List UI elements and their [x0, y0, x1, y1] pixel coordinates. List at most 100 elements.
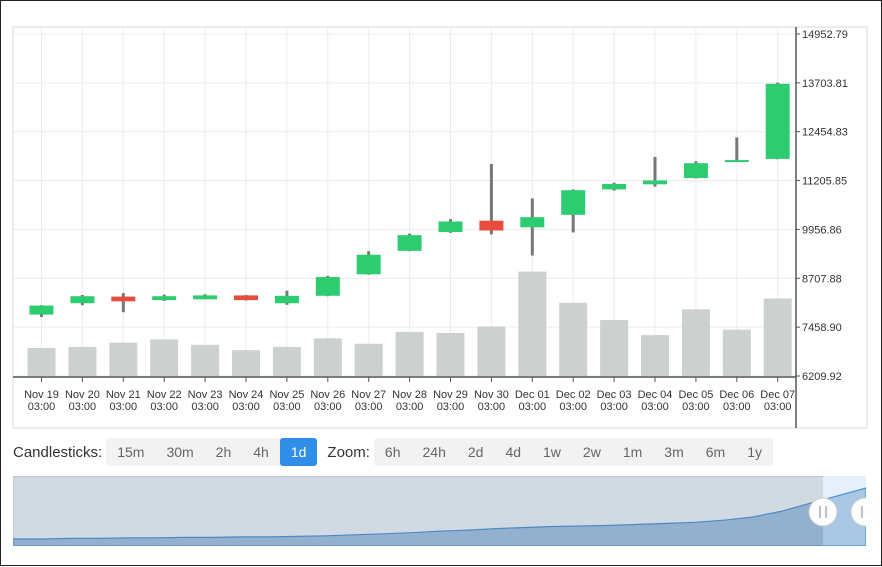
volume-bar: [109, 342, 138, 376]
time-tick-label: Dec 03: [597, 389, 632, 401]
time-tick-sublabel: 03:00: [641, 401, 669, 413]
time-tick-sublabel: 03:00: [764, 401, 792, 413]
zoom-24h-button[interactable]: 24h: [422, 444, 446, 460]
volume-bars: [27, 271, 792, 376]
time-tick-sublabel: 03:00: [191, 401, 219, 413]
candle-2h-button[interactable]: 2h: [215, 444, 232, 460]
time-tick-sublabel: 03:00: [723, 401, 751, 413]
volume-bar: [191, 344, 220, 376]
price-tick-label: 9956.86: [802, 224, 842, 236]
time-tick-label: Nov 21: [106, 389, 141, 401]
volume-bar: [600, 320, 629, 376]
candle-4h-button[interactable]: 4h: [253, 444, 269, 460]
time-tick-sublabel: 03:00: [110, 401, 138, 413]
candle-up: [315, 277, 340, 296]
volume-bar: [722, 329, 751, 376]
time-tick-label: Nov 19: [24, 389, 59, 401]
range-navigator[interactable]: [13, 476, 866, 546]
candle-up: [152, 296, 177, 301]
volume-bar: [763, 298, 792, 376]
time-tick-label: Nov 28: [392, 389, 427, 401]
time-tick-label: Dec 01: [515, 389, 550, 401]
zoom-2w-button[interactable]: 2w: [582, 444, 601, 460]
time-tick-sublabel: 03:00: [437, 401, 465, 413]
time-tick-label: Nov 27: [351, 389, 386, 401]
candlesticks-label: Candlesticks:: [13, 443, 103, 461]
volume-bar: [232, 350, 260, 376]
volume-bar: [27, 348, 56, 376]
candle-up: [29, 305, 54, 315]
time-tick-label: Nov 23: [188, 389, 223, 401]
zoom-1y-button[interactable]: 1y: [747, 444, 762, 460]
volume-bar: [395, 331, 424, 376]
candle-up: [438, 221, 463, 233]
time-tick-sublabel: 03:00: [396, 401, 424, 413]
volume-bar: [313, 338, 342, 376]
zoom-2d-button[interactable]: 2d: [467, 444, 484, 460]
time-tick-sublabel: 03:00: [559, 401, 587, 413]
volume-bar: [518, 271, 547, 376]
time-tick-label: Dec 06: [719, 389, 754, 401]
candle-up: [356, 254, 381, 275]
candle-up: [70, 296, 95, 304]
price-tick-label: 6209.92: [802, 371, 842, 383]
price-tick-label: 7458.90: [802, 322, 842, 334]
time-tick-label: Nov 22: [147, 389, 182, 401]
time-tick-label: Nov 26: [310, 389, 345, 401]
candle-up: [683, 163, 708, 179]
time-tick-label: Nov 24: [229, 389, 264, 401]
price-axis: 14952.79 13703.81 12454.83 11205.85 9956.86 8…: [795, 27, 848, 428]
zoom-group: 6h 24h 2d 4d 1w 2w 1m 3m 6m 1y: [373, 438, 773, 466]
candle-down: [111, 296, 136, 302]
time-tick-label: Dec 05: [678, 389, 713, 401]
volume-bar: [68, 346, 97, 376]
volume-bar: [272, 346, 301, 376]
candle-down: [234, 295, 258, 301]
candle-30m-button[interactable]: 30m: [166, 444, 194, 460]
candle-15m-button[interactable]: 15m: [117, 444, 145, 460]
candle-up: [724, 160, 749, 163]
zoom-label: Zoom:: [327, 443, 370, 461]
volume-bar: [354, 343, 383, 376]
zoom-1m-button[interactable]: 1m: [622, 444, 643, 460]
navigator-right-handle[interactable]: [850, 497, 866, 527]
price-tick-label: 14952.79: [802, 29, 848, 41]
time-tick-label: Dec 02: [556, 389, 591, 401]
volume-bar: [150, 339, 179, 376]
time-tick-label: Nov 29: [433, 389, 468, 401]
candle-up: [193, 295, 218, 300]
time-tick-label: Dec 07: [760, 389, 795, 401]
zoom-6h-button[interactable]: 6h: [384, 444, 401, 460]
zoom-1w-button[interactable]: 1w: [543, 444, 561, 460]
time-tick-label: Dec 04: [638, 389, 673, 401]
volume-bar: [641, 335, 669, 376]
candle-down: [479, 220, 504, 231]
candle-up: [602, 183, 627, 190]
time-tick-sublabel: 03:00: [478, 401, 506, 413]
time-tick-sublabel: 03:00: [273, 401, 301, 413]
zoom-3m-button[interactable]: 3m: [664, 444, 684, 460]
plot-border: [12, 26, 868, 429]
time-tick-sublabel: 03:00: [682, 401, 710, 413]
time-tick-label: Nov 20: [65, 389, 100, 401]
price-tick-label: 8707.88: [802, 273, 842, 285]
volume-bar: [477, 326, 506, 376]
candle-up: [397, 235, 422, 251]
candle-up: [561, 190, 586, 215]
zoom-6m-button[interactable]: 6m: [705, 444, 726, 460]
price-tick-label: 12454.83: [802, 127, 848, 139]
navigator-series-area: [13, 487, 866, 546]
time-tick-sublabel: 03:00: [355, 401, 383, 413]
time-tick-sublabel: 03:00: [314, 401, 342, 413]
time-tick-label: Nov 30: [474, 389, 509, 401]
zoom-4d-button[interactable]: 4d: [505, 444, 522, 460]
price-tick-label: 13703.81: [802, 78, 848, 90]
time-tick-label: Nov 25: [269, 389, 304, 401]
time-tick-sublabel: 03:00: [69, 401, 97, 413]
time-tick-sublabel: 03:00: [150, 401, 178, 413]
navigator-left-handle[interactable]: [808, 497, 838, 527]
price-tick-label: 11205.85: [802, 176, 847, 188]
candle-1d-button[interactable]: 1d: [279, 438, 318, 466]
